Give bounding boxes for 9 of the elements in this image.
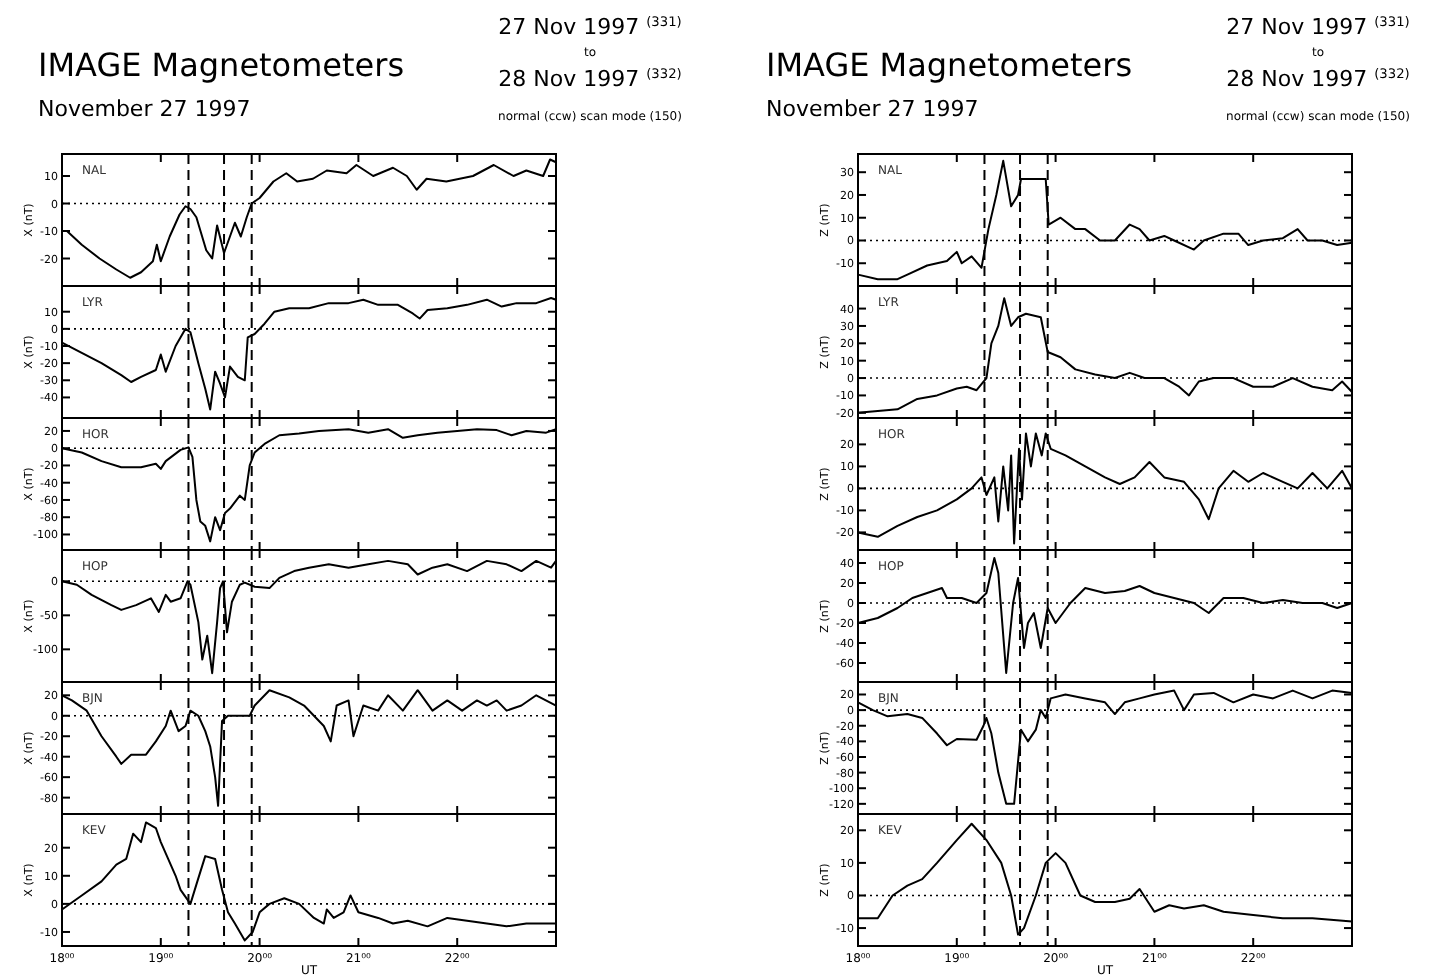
text: IMAGE Magnetometers [766,46,1133,84]
text: 27 Nov 1997 $^{(331)}$ [1226,14,1410,40]
text: 28 Nov 1997 $^{(332)}$ [1226,66,1410,92]
text: November 27 1997 [38,96,251,122]
text: 28 Nov 1997 $^{(332)}$ [498,66,682,92]
text: 27 Nov 1997 $^{(331)}$ [498,14,682,40]
text: IMAGE Magnetometers [38,46,405,84]
text: November 27 1997 [766,96,979,122]
line-series [61,821,557,942]
